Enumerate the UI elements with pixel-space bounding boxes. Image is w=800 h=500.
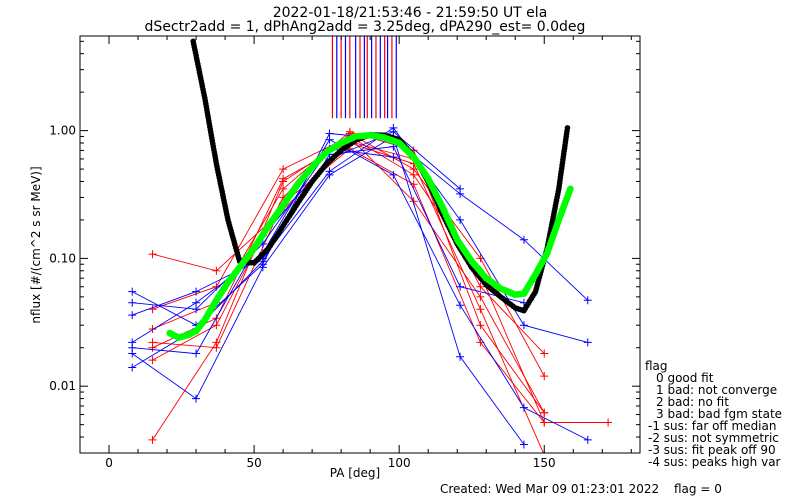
data-point [279,184,288,193]
data-point [456,184,465,193]
green-fit-curve-dot [566,185,574,193]
series-2 [148,137,549,358]
data-point [456,215,465,224]
flag-readout: flag = 0 [674,482,722,496]
series-line [152,132,545,377]
data-point [456,282,465,291]
data-point [192,287,201,296]
data-point [128,298,137,307]
series-line [132,131,461,355]
data-point [583,296,592,305]
black-fit-curve-dot [564,125,571,131]
data-point [128,287,137,296]
y-axis: 0.01 0.10 1.00 [49,40,640,454]
data-point [192,394,201,403]
y-tick-label: 0.01 [49,379,76,393]
data-point [148,356,157,365]
chart-title-line1: 2022-01-18/21:53:46 - 21:59:50 UT ela [273,5,548,21]
legend-item: -1 sus: far off median [648,419,776,433]
data-point [128,363,137,372]
data-point [148,305,157,314]
x-tick-label: 50 [246,456,261,470]
data-point [128,343,137,352]
fit-curves [166,38,574,341]
data-point [389,170,398,179]
y-tick-label: 0.10 [49,251,76,265]
data-point [279,165,288,174]
green-fit-curve [166,131,574,341]
series-9 [128,135,592,444]
data-point [540,349,549,358]
created-timestamp: Created: Wed Mar 09 01:23:01 2022 [440,482,659,496]
series-line [131,138,589,441]
legend-item: 0 good fit [656,371,714,385]
data-point [325,170,334,179]
data-point [389,127,398,136]
x-axis: 0 50 100 150 [105,36,632,470]
legend-item: 2 bad: no fit [656,395,729,409]
data-point [519,235,528,244]
data-point [409,170,418,179]
data-point [148,250,157,259]
data-point [476,292,485,301]
data-point [456,301,465,310]
data-point [476,321,485,330]
series-13 [128,144,398,314]
data-point [212,321,221,330]
data-point [192,349,201,358]
peak-marker-lines [331,36,397,119]
x-tick-label: 0 [105,456,113,470]
data-point [258,257,267,266]
legend-item: 1 bad: not converge [656,383,777,397]
legend-item: 3 bad: bad fgm state [656,407,782,421]
data-point [583,338,592,347]
data-point [279,174,288,183]
x-tick-label: 100 [388,456,411,470]
series-10 [128,132,528,449]
data-point [148,325,157,334]
x-axis-label: PA [deg] [330,466,380,480]
data-point [212,266,221,275]
data-point [540,408,549,417]
data-point [519,440,528,449]
data-point [192,305,201,314]
series-5 [148,138,545,453]
series-line [152,148,609,423]
data-point [148,338,157,347]
x-tick-label: 150 [533,456,556,470]
legend-item: -4 sus: peaks high var [648,455,781,469]
legend-item: -3 sus: fit peak off 90 [648,443,776,457]
legend-title: flag [645,359,668,373]
data-point [604,418,613,427]
data-point [389,153,398,162]
data-series [128,123,613,453]
data-point [148,435,157,444]
y-tick-label: 1.00 [49,124,76,138]
series-1 [148,129,549,381]
data-point [325,135,334,144]
data-point [583,435,592,444]
plot-frame [79,35,641,454]
data-point [456,352,465,361]
series-8 [128,123,592,347]
data-point [476,282,485,291]
data-point [476,305,485,314]
data-point [128,311,137,320]
data-point [540,372,549,381]
data-point [519,321,528,330]
legend: flag 0 good fit 1 bad: not converge 2 ba… [645,359,782,469]
series-7 [128,129,592,330]
data-point [540,418,549,427]
y-axis-label: nflux [#/(cm^2 s sr MeV)] [29,166,43,323]
chart-title-line2: dSectr2add = 1, dPhAng2add = 3.25deg, dP… [145,19,586,35]
series-line [152,142,544,453]
series-line [131,135,525,445]
data-point [519,403,528,412]
data-point [212,343,221,352]
series-6 [148,144,613,427]
legend-item: -2 sus: not symmetric [648,431,779,445]
